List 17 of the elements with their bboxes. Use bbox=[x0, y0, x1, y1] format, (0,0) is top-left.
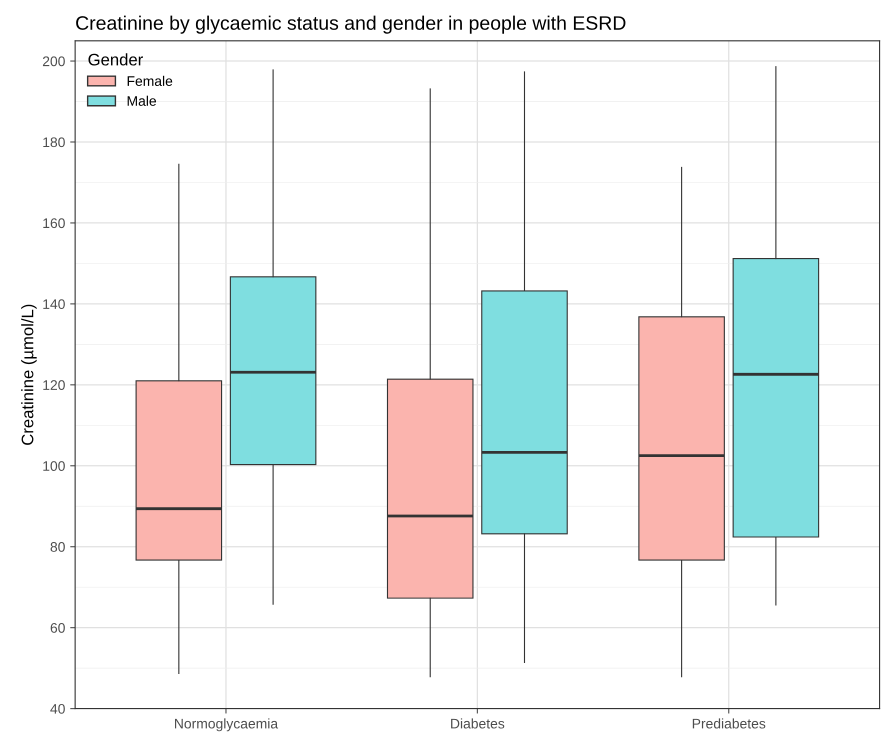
y-tick-label: 40 bbox=[50, 704, 65, 714]
legend-label: Male bbox=[128, 96, 156, 106]
legend-label: Female bbox=[128, 76, 172, 86]
y-axis-title: Creatinine (µmol/L) bbox=[21, 304, 37, 445]
y-tick-label: 180 bbox=[43, 137, 65, 148]
legend-title: Gender bbox=[88, 53, 143, 66]
chart-title: Creatinine by glycaemic status and gender in people with ESRD bbox=[76, 16, 626, 34]
y-tick-label: 120 bbox=[43, 380, 65, 390]
x-tick-label: Normoglycaemia bbox=[175, 718, 278, 732]
y-tick-label: 140 bbox=[43, 299, 65, 310]
x-tick-label: Diabetes bbox=[451, 718, 504, 729]
y-tick-label: 60 bbox=[50, 623, 65, 633]
y-tick-label: 80 bbox=[50, 542, 65, 552]
y-tick-label: 100 bbox=[43, 461, 65, 471]
y-tick-label: 160 bbox=[43, 218, 65, 228]
x-tick-label: Prediabetes bbox=[692, 718, 766, 729]
y-tick-label: 200 bbox=[42, 56, 65, 66]
